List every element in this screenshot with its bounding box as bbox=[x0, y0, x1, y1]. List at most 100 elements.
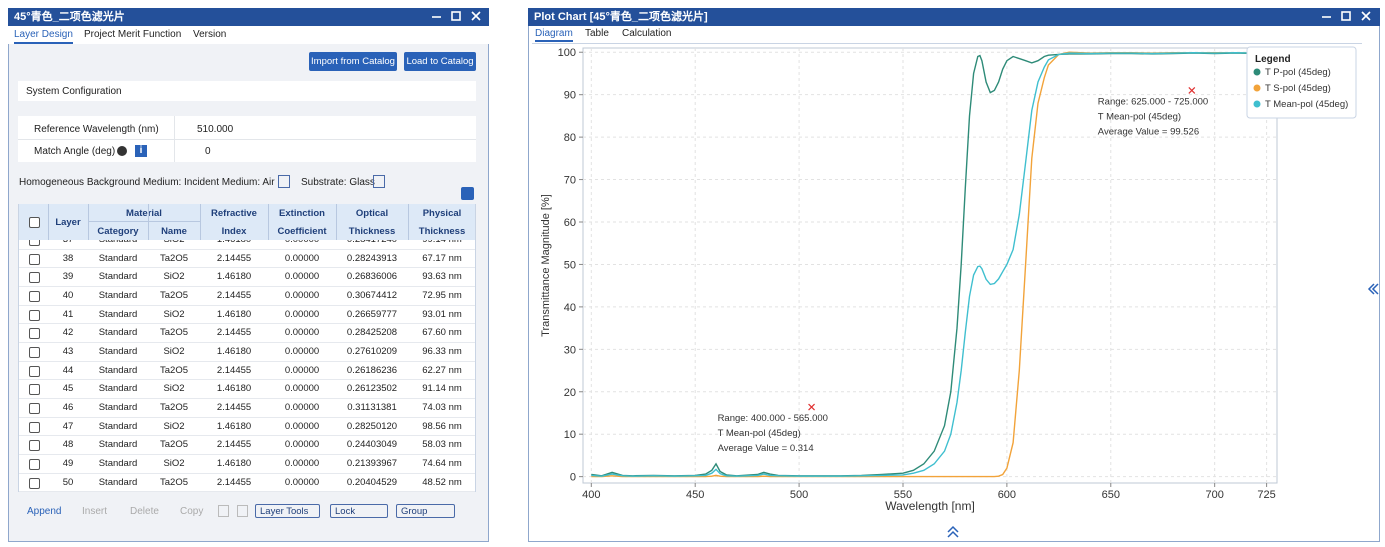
section-header[interactable]: System Configuration bbox=[26, 86, 122, 97]
button[interactable]: Load to Catalog bbox=[404, 52, 476, 71]
collapse-icon[interactable] bbox=[1367, 283, 1379, 295]
divider bbox=[148, 204, 149, 240]
dropdown[interactable]: Lock bbox=[330, 504, 388, 518]
cell: 2.14455 bbox=[216, 252, 252, 264]
cell: 0.00000 bbox=[284, 402, 320, 414]
cell: Standard bbox=[98, 290, 138, 301]
cell: Ta2O5 bbox=[160, 476, 188, 488]
tab[interactable]: Diagram bbox=[535, 28, 573, 42]
cell: 0.27610209 bbox=[346, 346, 398, 358]
checkbox[interactable] bbox=[29, 291, 40, 302]
legend-swatch bbox=[1253, 84, 1261, 92]
footer-button: Insert bbox=[82, 506, 108, 517]
cell: Standard bbox=[98, 346, 138, 358]
cell: 0.00000 bbox=[284, 383, 320, 395]
checkbox[interactable] bbox=[29, 328, 40, 340]
button[interactable]: Import from Catalog bbox=[309, 52, 397, 71]
dropdown[interactable]: Group bbox=[396, 504, 455, 518]
cell: 0.28250120 bbox=[346, 420, 398, 432]
checkbox[interactable] bbox=[29, 272, 40, 284]
cell: 1.46180 bbox=[216, 308, 252, 320]
checkbox[interactable] bbox=[29, 421, 40, 433]
row-divider bbox=[19, 323, 475, 325]
annotation-text: T Mean-pol (45deg) bbox=[718, 428, 801, 439]
checkbox[interactable] bbox=[29, 253, 40, 265]
cell: SiO2 bbox=[163, 271, 185, 283]
cell: 1.46180 bbox=[216, 458, 252, 470]
gear-icon[interactable] bbox=[117, 146, 127, 156]
cell: SiO2 bbox=[163, 458, 185, 470]
row-divider bbox=[19, 342, 475, 344]
cell: 0.00000 bbox=[284, 439, 320, 451]
cell: 0.00000 bbox=[284, 364, 320, 376]
edit-icon[interactable] bbox=[373, 175, 385, 188]
y-tick-label: 70 bbox=[564, 175, 576, 187]
cell: 38 bbox=[62, 252, 74, 264]
checkbox[interactable] bbox=[29, 403, 40, 415]
field-label: Match Angle (deg) bbox=[34, 146, 116, 157]
cell: 0.00000 bbox=[284, 327, 320, 339]
cell: 0.00000 bbox=[284, 458, 320, 470]
checkbox[interactable] bbox=[29, 365, 40, 377]
cell: SiO2 bbox=[163, 308, 185, 320]
tab[interactable]: Project Merit Function bbox=[84, 29, 182, 40]
cell: 46 bbox=[62, 402, 74, 414]
cell: 0.26836006 bbox=[346, 271, 398, 283]
checkbox[interactable] bbox=[29, 309, 40, 321]
cell: Ta2O5 bbox=[160, 364, 188, 376]
cell: 47 bbox=[62, 420, 74, 432]
divider bbox=[408, 204, 409, 240]
field-value[interactable]: 510.000 bbox=[197, 124, 234, 135]
cell: 1.46180 bbox=[216, 271, 252, 283]
row-divider bbox=[19, 304, 475, 306]
tab[interactable]: Version bbox=[193, 29, 227, 40]
info-icon[interactable]: i bbox=[135, 145, 147, 157]
tab[interactable]: Layer Design bbox=[14, 29, 73, 44]
checkbox[interactable] bbox=[29, 477, 40, 489]
column-header: Index bbox=[221, 226, 247, 237]
checkbox[interactable] bbox=[29, 347, 40, 359]
footer-button: Copy bbox=[180, 506, 204, 517]
cell: Standard bbox=[98, 308, 138, 320]
cell: Standard bbox=[98, 458, 138, 470]
tab[interactable]: Table bbox=[585, 28, 609, 39]
plot-area bbox=[582, 47, 1278, 484]
checkbox[interactable] bbox=[29, 384, 40, 396]
edit-icon[interactable] bbox=[278, 175, 290, 188]
checkbox[interactable] bbox=[29, 240, 40, 246]
cell: 58.03 nm bbox=[422, 439, 462, 451]
cell: 0.28243913 bbox=[346, 252, 398, 264]
tab[interactable]: Calculation bbox=[622, 28, 672, 39]
column-header: Optical bbox=[355, 208, 389, 219]
row-divider bbox=[19, 286, 475, 287]
expand-icon[interactable] bbox=[947, 525, 959, 538]
cell: 44 bbox=[62, 364, 74, 376]
annotation-text: Average Value = 99.526 bbox=[1098, 126, 1199, 137]
field-label: Reference Wavelength (nm) bbox=[34, 124, 159, 135]
cell: 72.95 nm bbox=[422, 290, 462, 301]
field-value[interactable]: 0 bbox=[205, 146, 211, 157]
cell: SiO2 bbox=[148, 240, 200, 245]
dropdown[interactable]: Layer Tools bbox=[255, 504, 320, 518]
cell: 37 bbox=[48, 240, 88, 245]
footer-button[interactable]: Append bbox=[27, 506, 62, 517]
checkbox[interactable] bbox=[29, 217, 40, 228]
cell: 2.14455 bbox=[216, 439, 252, 451]
checkbox[interactable] bbox=[29, 440, 40, 452]
cell: 74.03 nm bbox=[422, 402, 462, 414]
column-header: Refractive bbox=[211, 208, 257, 219]
row-divider bbox=[19, 454, 475, 456]
columns-icon[interactable] bbox=[461, 187, 474, 200]
cell: Standard bbox=[88, 240, 148, 245]
cell: 48.52 nm bbox=[422, 476, 462, 488]
divider bbox=[48, 204, 49, 240]
column-header: Coefficient bbox=[277, 226, 327, 237]
column-header: Layer bbox=[55, 217, 81, 228]
x-tick-label: 550 bbox=[894, 489, 912, 501]
legend-title: Legend bbox=[1255, 54, 1291, 65]
x-tick-label: 450 bbox=[686, 489, 704, 501]
checkbox[interactable] bbox=[29, 459, 40, 471]
divider bbox=[532, 43, 1362, 44]
cell: 0.00000 bbox=[284, 346, 320, 358]
cell: 0.30674412 bbox=[346, 290, 398, 301]
